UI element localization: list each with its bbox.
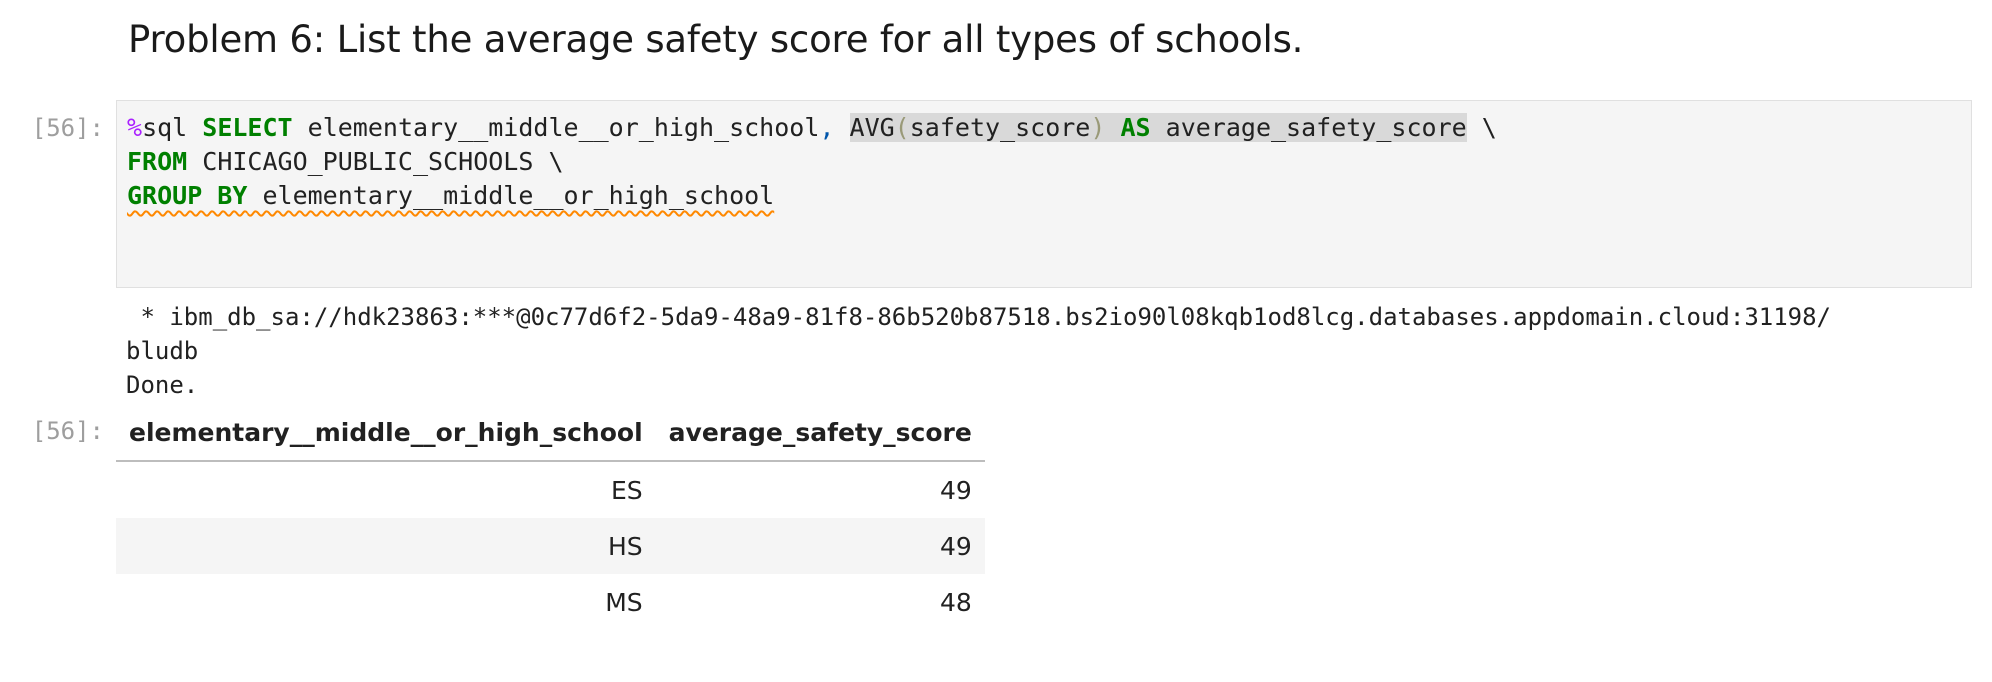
code-line-3: GROUP BY elementary__middle__or_high_sch…	[127, 179, 1961, 213]
magic-command: sql	[142, 113, 203, 142]
line-continuation: \	[1466, 113, 1497, 142]
table-header-row: elementary__middle__or_high_school avera…	[116, 408, 985, 462]
function-arg: safety_score	[909, 113, 1091, 142]
magic-percent: %	[127, 113, 143, 142]
alias-name: average_safety_score	[1150, 113, 1467, 142]
selected-text: AVG(safety_score) AS average_safety_scor…	[849, 113, 1467, 142]
comma-token: ,	[819, 113, 835, 142]
result-table: elementary__middle__or_high_school avera…	[116, 408, 985, 630]
stdout-line-2: bludb	[126, 337, 199, 365]
close-paren: )	[1090, 113, 1106, 142]
cell-school-type: MS	[605, 587, 643, 617]
keyword-group-by: GROUP BY	[127, 181, 248, 210]
select-column: elementary__middle__or_high_school	[292, 113, 820, 142]
table-name: CHICAGO_PUBLIC_SCHOOLS \	[187, 147, 564, 176]
code-cell-editor[interactable]: %sql SELECT elementary__middle__or_high_…	[116, 100, 1972, 288]
lint-warning-underline: GROUP BY elementary__middle__or_high_sch…	[127, 181, 774, 210]
keyword-as: AS	[1120, 113, 1151, 142]
code-line-1: %sql SELECT elementary__middle__or_high_…	[127, 111, 1961, 145]
cell-school-type: ES	[610, 475, 643, 505]
markdown-heading: Problem 6: List the average safety score…	[128, 18, 1304, 61]
header-average-safety-score: average_safety_score	[655, 408, 985, 462]
space-token	[834, 113, 849, 142]
cell-average-safety-score: 49	[655, 518, 985, 574]
cell-average-safety-score: 49	[940, 475, 972, 505]
keyword-select: SELECT	[202, 113, 293, 142]
code-line-2: FROM CHICAGO_PUBLIC_SCHOOLS \	[127, 145, 1961, 179]
cell-school-type: HS	[116, 518, 656, 574]
header-school-type: elementary__middle__or_high_school	[116, 408, 656, 462]
output-prompt: [56]:	[31, 417, 104, 445]
keyword-from: FROM	[127, 147, 188, 176]
cell-stdout: * ibm_db_sa://hdk23863:***@0c77d6f2-5da9…	[126, 300, 1831, 402]
stdout-line-1: * ibm_db_sa://hdk23863:***@0c77d6f2-5da9…	[126, 303, 1832, 331]
table-row: ES 49	[116, 461, 985, 518]
cell-average-safety-score: 48	[940, 587, 972, 617]
open-paren: (	[894, 113, 910, 142]
table-row: HS 49	[116, 518, 985, 574]
function-avg: AVG	[849, 113, 895, 142]
table-row: MS 48	[116, 574, 985, 630]
group-by-column: elementary__middle__or_high_school	[247, 181, 775, 210]
stdout-line-3: Done.	[126, 371, 199, 399]
input-prompt: [56]:	[31, 114, 104, 142]
